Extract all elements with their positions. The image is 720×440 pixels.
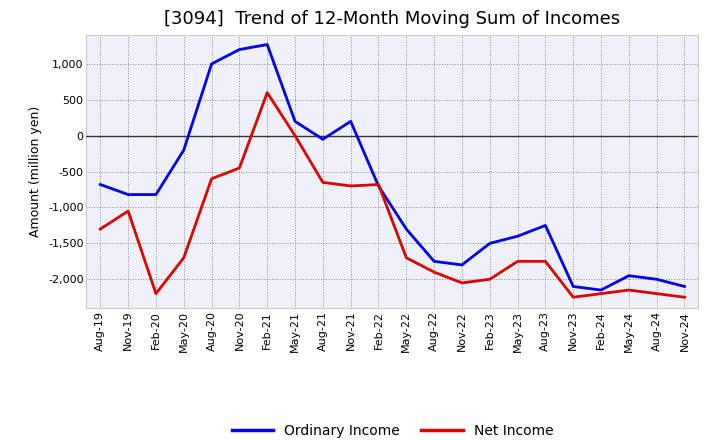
Ordinary Income <box>124 192 132 197</box>
Ordinary Income <box>458 262 467 268</box>
Net Income <box>513 259 522 264</box>
Ordinary Income <box>597 287 606 293</box>
Net Income <box>652 291 661 296</box>
Net Income <box>430 269 438 275</box>
Y-axis label: Amount (million yen): Amount (million yen) <box>30 106 42 237</box>
Ordinary Income <box>179 147 188 153</box>
Net Income <box>318 180 327 185</box>
Ordinary Income <box>485 241 494 246</box>
Net Income <box>346 183 355 189</box>
Ordinary Income <box>652 277 661 282</box>
Net Income <box>179 255 188 260</box>
Net Income <box>291 133 300 138</box>
Net Income <box>263 90 271 95</box>
Net Income <box>402 255 410 260</box>
Line: Ordinary Income: Ordinary Income <box>100 44 685 290</box>
Ordinary Income <box>318 137 327 142</box>
Ordinary Income <box>569 284 577 289</box>
Net Income <box>458 280 467 286</box>
Ordinary Income <box>402 227 410 232</box>
Ordinary Income <box>263 42 271 47</box>
Net Income <box>624 287 633 293</box>
Ordinary Income <box>291 119 300 124</box>
Net Income <box>569 295 577 300</box>
Net Income <box>152 291 161 296</box>
Ordinary Income <box>624 273 633 279</box>
Net Income <box>680 295 689 300</box>
Line: Net Income: Net Income <box>100 93 685 297</box>
Ordinary Income <box>374 183 383 189</box>
Net Income <box>124 209 132 214</box>
Ordinary Income <box>235 47 243 52</box>
Ordinary Income <box>541 223 550 228</box>
Net Income <box>541 259 550 264</box>
Ordinary Income <box>430 259 438 264</box>
Title: [3094]  Trend of 12-Month Moving Sum of Incomes: [3094] Trend of 12-Month Moving Sum of I… <box>164 10 621 28</box>
Net Income <box>235 165 243 171</box>
Ordinary Income <box>680 284 689 289</box>
Ordinary Income <box>513 234 522 239</box>
Ordinary Income <box>207 61 216 66</box>
Net Income <box>96 227 104 232</box>
Ordinary Income <box>96 182 104 187</box>
Net Income <box>597 291 606 296</box>
Legend: Ordinary Income, Net Income: Ordinary Income, Net Income <box>226 418 559 440</box>
Net Income <box>374 182 383 187</box>
Ordinary Income <box>346 119 355 124</box>
Net Income <box>207 176 216 181</box>
Net Income <box>485 277 494 282</box>
Ordinary Income <box>152 192 161 197</box>
